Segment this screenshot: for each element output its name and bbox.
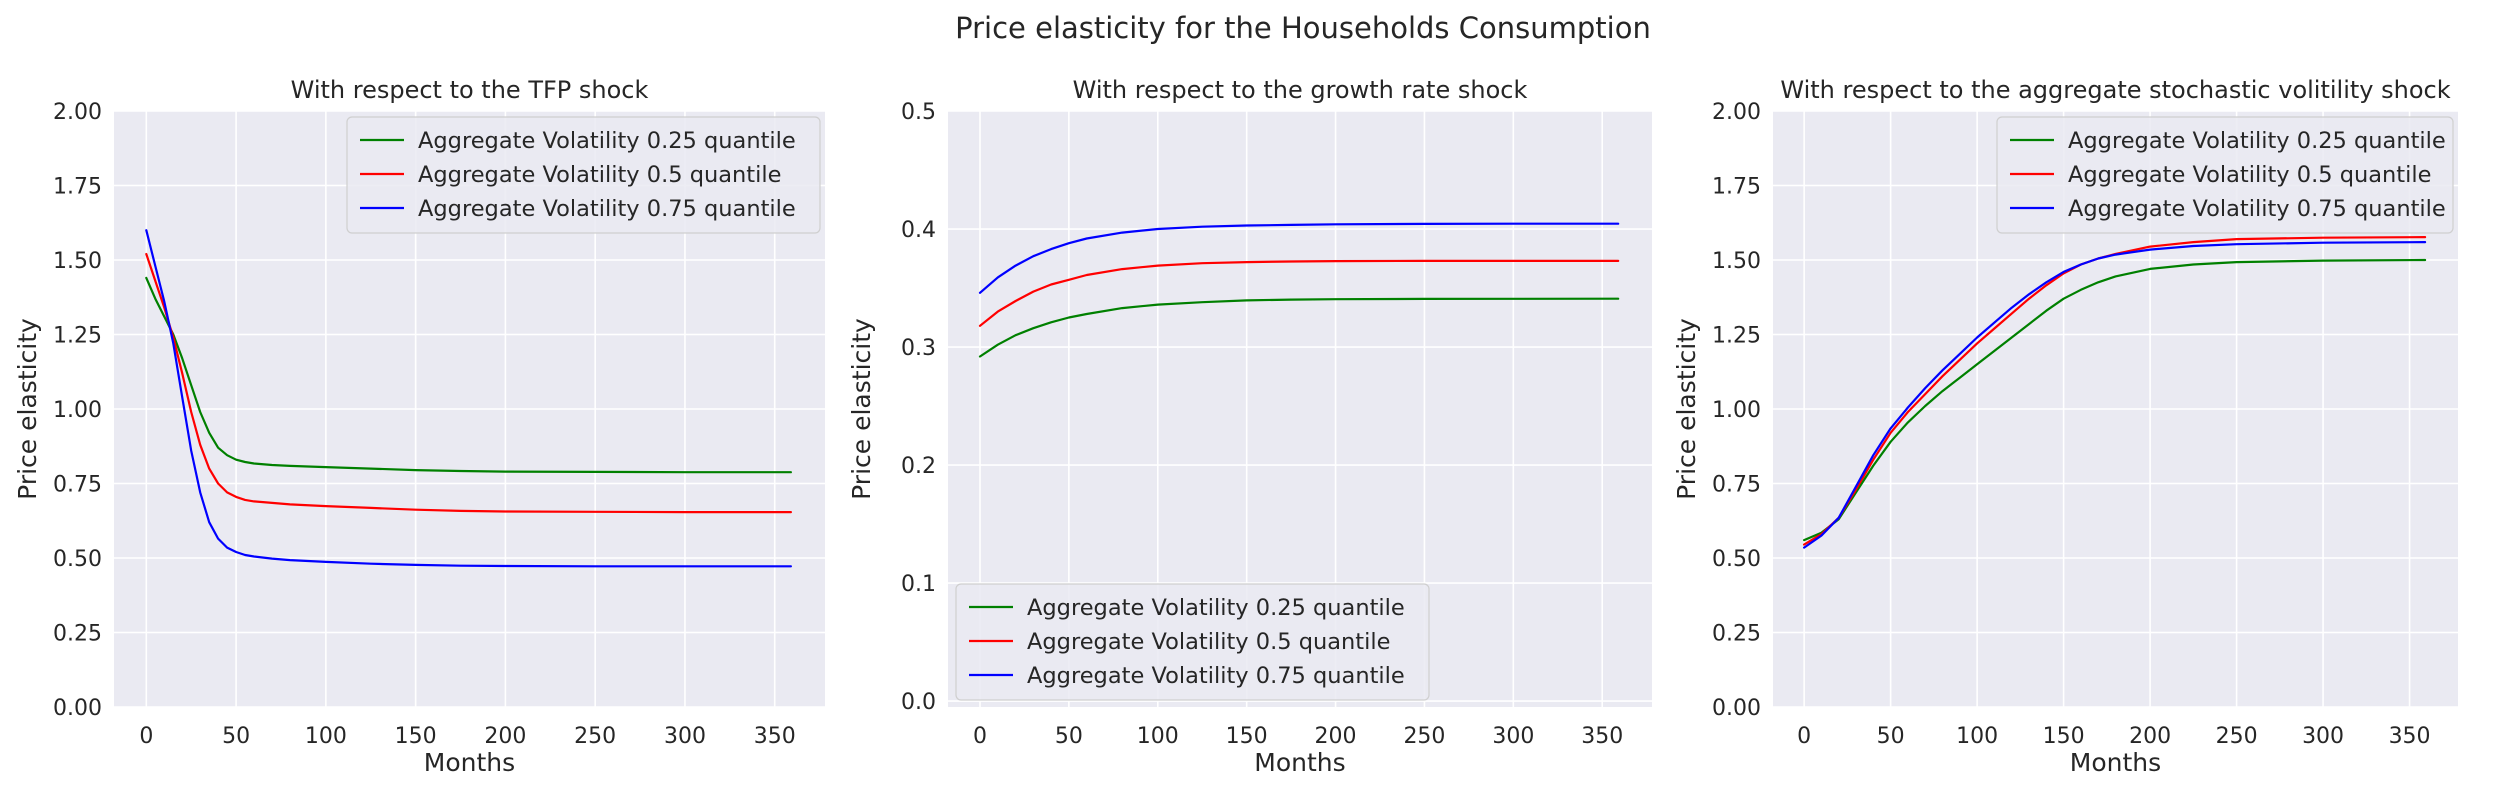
y-tick-label: 2.00: [1712, 100, 1761, 125]
panel-title: With respect to the aggregate stochastic…: [1780, 76, 2450, 104]
x-tick-label: 150: [2043, 724, 2085, 749]
y-tick-label: 0.0: [901, 690, 936, 715]
chart-panel-1: 0.00 0.25 0.50 0.75 1.00 1.25 1.50 1.75 2.00 0 50 1…: [13, 76, 825, 777]
x-axis-label: Months: [1254, 748, 1345, 777]
x-axis-label: Months: [2070, 748, 2161, 777]
y-tick-label: 1.25: [53, 324, 102, 349]
x-tick-label: 350: [754, 724, 796, 749]
x-tick-label: 350: [1581, 724, 1623, 749]
legend-box: [1996, 116, 2454, 234]
panels-container: 0.000.250.500.751.001.251.501.752.000 50 1…: [13, 76, 2458, 777]
y-tick-label: 0.50: [53, 547, 102, 572]
legend: Aggregate Volatility 0.25 quantile Aggreg…: [1996, 116, 2454, 234]
series-line-3: [978, 222, 1620, 294]
y-tick-label: 0.50: [1712, 547, 1761, 572]
y-tick-label: 0.25: [1712, 622, 1761, 647]
x-tick-label: 250: [1403, 724, 1445, 749]
y-tick-label: 0.1: [901, 572, 936, 597]
y-tick-label: 1.75: [53, 175, 102, 200]
chart-panel-2: 0.0 0.1 0.2 0.3 0.4 0.5 0 50 100 150 200 250 300 350 W…: [847, 76, 1652, 777]
series-line-3: [145, 229, 793, 568]
x-tick-label: 300: [664, 724, 706, 749]
series-line-2: [1802, 236, 2427, 546]
legend-label-1: Aggregate Volatility 0.25 quantile: [1027, 595, 1405, 621]
y-tick-label: 0.2: [901, 454, 936, 479]
x-tick-label: 300: [2302, 724, 2344, 749]
legend-label-3: Aggregate Volatility 0.75 quantile: [2068, 196, 2446, 222]
legend-box: [346, 116, 821, 234]
figure-suptitle: Price elasticity for the Households Cons…: [955, 11, 1651, 45]
x-tick-label: 0: [1797, 724, 1811, 749]
x-tick-label: 250: [574, 724, 616, 749]
x-tick-label: 200: [1315, 724, 1357, 749]
legend-label-1: Aggregate Volatility 0.25 quantile: [418, 128, 796, 154]
y-tick-label: 1.50: [1712, 249, 1761, 274]
y-tick-label: 0.00: [53, 696, 102, 721]
x-tick-label: 150: [1226, 724, 1268, 749]
legend-label-3: Aggregate Volatility 0.75 quantile: [1027, 663, 1405, 689]
x-tick-label: 0: [973, 724, 987, 749]
y-tick-label: 0.5: [901, 100, 936, 125]
x-tick-label: 300: [1492, 724, 1534, 749]
x-tick-label: 350: [2389, 724, 2431, 749]
panel-title: With respect to the growth rate shock: [1073, 76, 1528, 104]
y-tick-label: 1.50: [53, 249, 102, 274]
x-tick-label: 150: [395, 724, 437, 749]
x-tick-label: 200: [484, 724, 526, 749]
x-axis-label: Months: [424, 748, 515, 777]
y-tick-label: 0.25: [53, 622, 102, 647]
x-tick-label: 100: [1956, 724, 1998, 749]
legend-label-1: Aggregate Volatility 0.25 quantile: [2068, 128, 2446, 154]
series-line-1: [1802, 258, 2427, 542]
series-line-2: [978, 259, 1620, 327]
y-axis-label: Price elasticity: [1672, 318, 1701, 500]
y-tick-label: 1.25: [1712, 324, 1761, 349]
chart-panel-3: 0.00 0.25 0.50 0.75 1.00 1.25 1.50 1.75 2.00 0 50 1…: [1672, 76, 2458, 777]
x-tick-label: 0: [139, 724, 153, 749]
series-line-2: [145, 252, 793, 514]
x-tick-label: 50: [1055, 724, 1083, 749]
legend-box: [955, 583, 1430, 701]
legend-label-2: Aggregate Volatility 0.5 quantile: [2068, 162, 2431, 188]
y-tick-label: 2.00: [53, 100, 102, 125]
legend-label-2: Aggregate Volatility 0.5 quantile: [1027, 629, 1390, 655]
y-axis-label: Price elasticity: [847, 318, 876, 500]
x-tick-label: 50: [222, 724, 250, 749]
legend-label-2: Aggregate Volatility 0.5 quantile: [418, 162, 781, 188]
x-tick-label: 100: [305, 724, 347, 749]
x-tick-label: 200: [2129, 724, 2171, 749]
panel-title: With respect to the TFP shock: [291, 76, 649, 104]
x-tick-label: 250: [2216, 724, 2258, 749]
series-line-1: [145, 276, 793, 474]
series-line-1: [978, 297, 1620, 358]
x-tick-label: 100: [1137, 724, 1179, 749]
y-tick-label: 0.00: [1712, 696, 1761, 721]
y-tick-label: 1.00: [1712, 398, 1761, 423]
legend: Aggregate Volatility 0.25 quantile Aggreg…: [346, 116, 821, 234]
y-axis-label: Price elasticity: [13, 318, 42, 500]
y-tick-label: 0.75: [1712, 473, 1761, 498]
y-tick-label: 0.3: [901, 336, 936, 361]
y-tick-label: 1.75: [1712, 175, 1761, 200]
y-tick-label: 0.4: [901, 218, 936, 243]
series-line-3: [1802, 241, 2427, 549]
y-tick-label: 1.00: [53, 398, 102, 423]
x-tick-label: 50: [1877, 724, 1905, 749]
legend: Aggregate Volatility 0.25 quantile Aggreg…: [955, 583, 1430, 701]
legend-label-3: Aggregate Volatility 0.75 quantile: [418, 196, 796, 222]
y-tick-label: 0.75: [53, 473, 102, 498]
